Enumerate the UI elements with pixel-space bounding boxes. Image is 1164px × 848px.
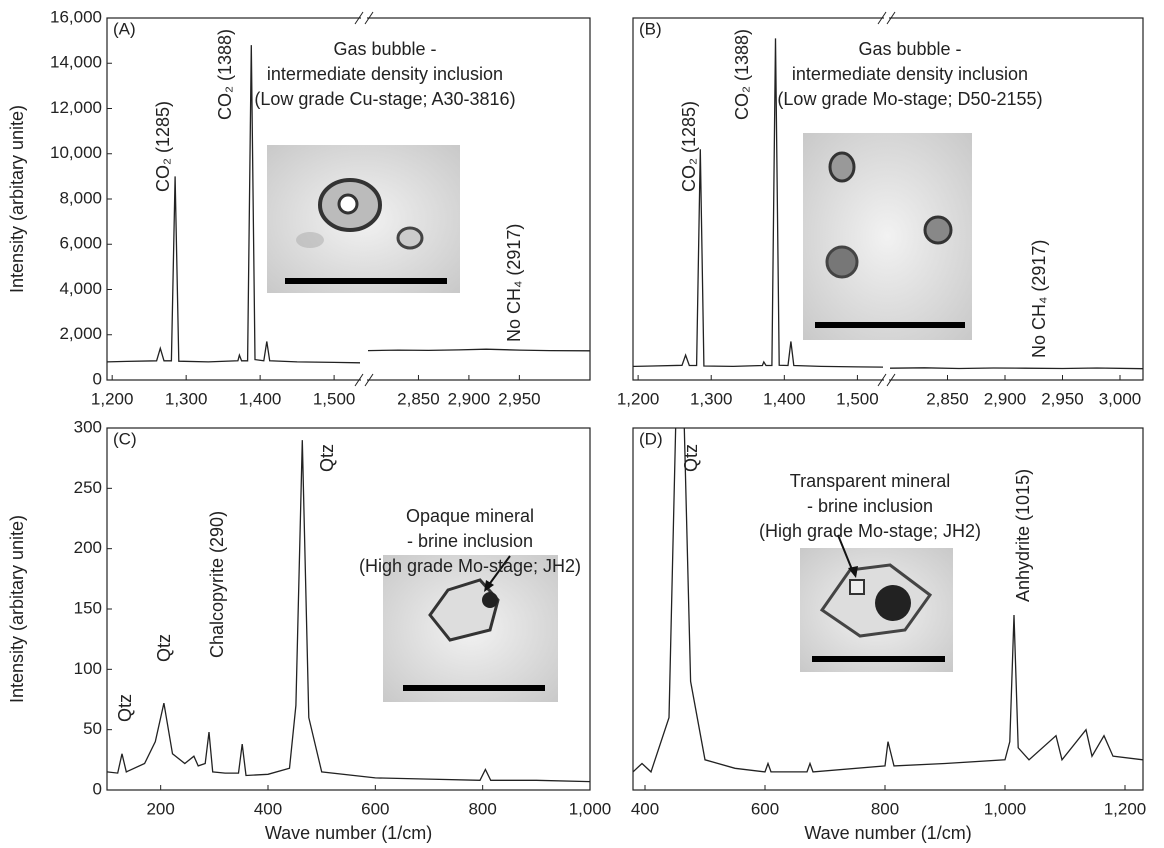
x-tick-label: 3,000 bbox=[1099, 389, 1142, 408]
y-tick-label: 200 bbox=[74, 538, 102, 557]
y-tick-label: 0 bbox=[93, 369, 102, 388]
x-tick-label: 600 bbox=[751, 799, 779, 818]
y-tick-label: 250 bbox=[74, 478, 102, 497]
panel-label: (C) bbox=[113, 429, 137, 448]
caption-line: Opaque mineral bbox=[406, 506, 534, 526]
x-tick-label: 600 bbox=[361, 799, 389, 818]
peak-label: No CH₄ (2917) bbox=[504, 224, 524, 342]
peak-label: CO₂ (1285) bbox=[153, 101, 173, 192]
x-tick-label: 800 bbox=[871, 799, 899, 818]
x-tick-label: 1,300 bbox=[165, 389, 208, 408]
x-tick-label: 2,950 bbox=[1041, 389, 1084, 408]
inset-photo-a bbox=[267, 145, 460, 293]
y-tick-label: 6,000 bbox=[59, 234, 102, 253]
y-tick-label: 10,000 bbox=[50, 143, 102, 162]
peak-label: Anhydrite (1015) bbox=[1013, 469, 1033, 602]
x-tick-label: 2,850 bbox=[926, 389, 969, 408]
peak-label: CO₂ (1285) bbox=[679, 101, 699, 192]
x-tick-label: 1,400 bbox=[763, 389, 806, 408]
peak-label: Chalcopyrite (290) bbox=[207, 511, 227, 658]
x-tick-label: 1,200 bbox=[91, 389, 134, 408]
caption-line: Gas bubble - bbox=[858, 39, 961, 59]
x-tick-label: 200 bbox=[146, 799, 174, 818]
x-tick-label: 2,900 bbox=[448, 389, 491, 408]
caption-line: (High grade Mo-stage; JH2) bbox=[359, 556, 581, 576]
peak-label: Qtz bbox=[681, 444, 701, 472]
peak-label: No CH₄ (2917) bbox=[1029, 240, 1049, 358]
spectrum-line bbox=[890, 368, 1143, 369]
spectrum-line bbox=[368, 349, 590, 351]
caption-line: - brine inclusion bbox=[807, 496, 933, 516]
x-axis-title: Wave number (1/cm) bbox=[804, 823, 971, 843]
caption-line: - brine inclusion bbox=[407, 531, 533, 551]
y-tick-label: 12,000 bbox=[50, 98, 102, 117]
y-tick-label: 8,000 bbox=[59, 188, 102, 207]
y-tick-label: 150 bbox=[74, 598, 102, 617]
y-tick-label: 16,000 bbox=[50, 7, 102, 26]
caption-line: Gas bubble - bbox=[333, 39, 436, 59]
figure: 0 2,000 4,000 6,000 8,000 10,000 12,000 14,000 1… bbox=[0, 0, 1164, 848]
x-tick-label: 1,300 bbox=[690, 389, 733, 408]
peak-label: Qtz bbox=[154, 634, 174, 662]
x-tick-label: 400 bbox=[254, 799, 282, 818]
y-tick-label: 300 bbox=[74, 417, 102, 436]
axis-break-gap bbox=[361, 377, 367, 383]
inset-photo-b bbox=[803, 133, 972, 340]
peak-label: CO₂ (1388) bbox=[215, 29, 235, 120]
y-axis-title: Intensity (arbitary unite) bbox=[7, 515, 27, 703]
x-tick-label: 1,200 bbox=[617, 389, 660, 408]
x-axis-title: Wave number (1/cm) bbox=[265, 823, 432, 843]
peak-label: Qtz bbox=[115, 694, 135, 722]
y-tick-label: 0 bbox=[93, 779, 102, 798]
x-tick-label: 1,000 bbox=[569, 799, 612, 818]
x-tick-label: 1,500 bbox=[313, 389, 356, 408]
y-axis-title: Intensity (arbitary unite) bbox=[7, 105, 27, 293]
caption-line: (Low grade Cu-stage; A30-3816) bbox=[254, 89, 515, 109]
caption-line: Transparent mineral bbox=[790, 471, 950, 491]
x-tick-label: 2,850 bbox=[397, 389, 440, 408]
x-tick-label: 1,400 bbox=[239, 389, 282, 408]
axis-break-gap bbox=[361, 15, 367, 21]
x-tick-label: 1,500 bbox=[836, 389, 879, 408]
x-tick-label: 1,200 bbox=[1104, 799, 1147, 818]
caption-line: intermediate density inclusion bbox=[267, 64, 503, 84]
axis-break-gap bbox=[884, 377, 889, 383]
peak-label: Qtz bbox=[317, 444, 337, 472]
x-tick-label: 1,000 bbox=[984, 799, 1027, 818]
caption-line: (High grade Mo-stage; JH2) bbox=[759, 521, 981, 541]
caption-line: intermediate density inclusion bbox=[792, 64, 1028, 84]
panel-label: (A) bbox=[113, 19, 136, 38]
y-tick-label: 100 bbox=[74, 659, 102, 678]
x-tick-label: 400 bbox=[631, 799, 659, 818]
caption-line: (Low grade Mo-stage; D50-2155) bbox=[777, 89, 1042, 109]
x-tick-label: 800 bbox=[468, 799, 496, 818]
y-tick-label: 2,000 bbox=[59, 324, 102, 343]
axis-break-gap bbox=[884, 15, 889, 21]
peak-label: CO₂ (1388) bbox=[732, 29, 752, 120]
inset-photo-c bbox=[383, 555, 558, 702]
inset-photo-d bbox=[800, 535, 953, 672]
panel-label: (B) bbox=[639, 19, 662, 38]
y-tick-label: 50 bbox=[83, 719, 102, 738]
panel-label: (D) bbox=[639, 429, 663, 448]
x-tick-label: 2,950 bbox=[498, 389, 541, 408]
y-tick-label: 4,000 bbox=[59, 279, 102, 298]
y-tick-label: 14,000 bbox=[50, 53, 102, 72]
x-tick-label: 2,900 bbox=[984, 389, 1027, 408]
